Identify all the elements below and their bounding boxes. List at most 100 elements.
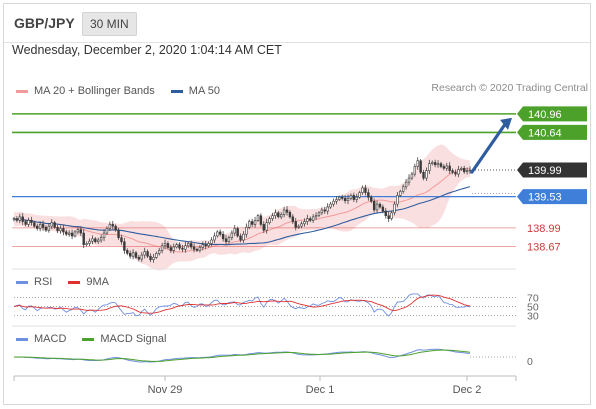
candle-bear bbox=[384, 210, 387, 217]
candle-bull bbox=[404, 181, 408, 188]
candle-bull bbox=[282, 209, 286, 215]
candle-bull bbox=[332, 200, 335, 205]
macd-signal-line bbox=[14, 349, 471, 362]
candle-bear bbox=[24, 221, 27, 225]
candle-bear bbox=[123, 241, 126, 251]
candle-bull bbox=[326, 206, 329, 212]
candle-bull bbox=[358, 192, 361, 198]
candle-bear bbox=[262, 224, 265, 231]
candle-bull bbox=[230, 232, 234, 239]
candle-bear bbox=[120, 237, 123, 243]
candle-bull bbox=[396, 195, 399, 205]
legend-label: RSI bbox=[34, 276, 53, 288]
candle-bull bbox=[407, 177, 411, 183]
candle-bear bbox=[323, 209, 326, 212]
candle-bear bbox=[419, 160, 422, 173]
candle-bear bbox=[15, 218, 19, 221]
candle-bull bbox=[268, 218, 271, 223]
candle-bull bbox=[465, 170, 469, 173]
candle-bull bbox=[300, 223, 303, 227]
forecast-arrow-head bbox=[500, 117, 512, 130]
candle-bull bbox=[431, 162, 434, 164]
candle-bear bbox=[117, 229, 120, 238]
candle-bull bbox=[361, 187, 364, 193]
candle-bull bbox=[297, 225, 300, 228]
candle-bull bbox=[335, 199, 338, 202]
candle-bear bbox=[219, 231, 222, 235]
copyright-text: Research © 2020 Trading Central bbox=[431, 82, 588, 94]
candle-bull bbox=[50, 222, 53, 227]
candle-bear bbox=[146, 251, 149, 257]
candle-bear bbox=[149, 255, 152, 260]
candle-bull bbox=[349, 195, 353, 199]
candle-bear bbox=[381, 206, 385, 212]
candle-bull bbox=[468, 169, 472, 172]
candle-bull bbox=[18, 216, 22, 221]
candle-bear bbox=[236, 228, 239, 237]
candle-bull bbox=[425, 170, 428, 179]
candle-bear bbox=[352, 195, 356, 200]
pivot-price-tag bbox=[517, 189, 587, 205]
candle-bull bbox=[233, 228, 236, 234]
price-legend: MA 20 + Bollinger Bands MA 50 bbox=[16, 85, 236, 97]
candle-bull bbox=[227, 237, 231, 243]
candle-bear bbox=[224, 238, 228, 243]
timeframe-button[interactable]: 30 MIN bbox=[82, 12, 137, 36]
support-level-label: 138.99 bbox=[527, 223, 561, 235]
candle-bear bbox=[343, 198, 347, 201]
candle-bull bbox=[152, 257, 155, 260]
candle-bear bbox=[21, 216, 24, 222]
rsi-9ma-line bbox=[13, 294, 471, 314]
candle-bear bbox=[111, 224, 114, 227]
legend-item-9ma: 9MA bbox=[68, 276, 109, 288]
candle-bull bbox=[67, 232, 71, 235]
candle-bull bbox=[47, 225, 51, 231]
legend-item-macd: MACD bbox=[16, 333, 66, 345]
candle-bull bbox=[88, 240, 91, 244]
candle-bull bbox=[245, 226, 248, 235]
candle-bear bbox=[192, 246, 196, 250]
candle-bull bbox=[401, 186, 405, 192]
legend-swatch bbox=[16, 89, 28, 93]
candle-bull bbox=[201, 244, 204, 248]
candle-bull bbox=[256, 215, 260, 221]
candle-bear bbox=[169, 247, 173, 251]
candle-bear bbox=[53, 222, 56, 228]
candle-bull bbox=[160, 245, 164, 251]
candle-bear bbox=[294, 221, 297, 228]
support-level-label: 138.67 bbox=[527, 241, 561, 253]
candle-bear bbox=[285, 209, 289, 213]
resistance-price-label: 140.64 bbox=[528, 127, 562, 139]
candle-bear bbox=[41, 224, 45, 228]
candle-bull bbox=[413, 166, 417, 175]
legend-item-ma50: MA 50 bbox=[170, 85, 220, 97]
candle-bull bbox=[311, 216, 315, 221]
chart-frame: GBP/JPY 30 MIN bbox=[3, 3, 591, 405]
candle-bull bbox=[265, 222, 268, 231]
candle-bear bbox=[370, 196, 373, 202]
candle-bear bbox=[364, 187, 367, 193]
candle-bear bbox=[181, 247, 184, 250]
candle-bull bbox=[271, 215, 274, 219]
candle-bear bbox=[56, 226, 59, 232]
candle-bear bbox=[82, 232, 85, 245]
candle-bear bbox=[204, 244, 207, 247]
rsi-legend: RSI 9MA bbox=[16, 276, 125, 288]
candle-bear bbox=[189, 243, 193, 248]
last-price-tag bbox=[517, 162, 587, 178]
candle-bull bbox=[158, 250, 161, 254]
candle-bear bbox=[65, 231, 68, 235]
rsi-tick-label: 30 bbox=[527, 311, 539, 323]
candle-bear bbox=[378, 203, 382, 208]
candle-bull bbox=[175, 244, 178, 248]
candle-bear bbox=[277, 212, 280, 218]
candle-bull bbox=[76, 229, 80, 233]
resistance-price-label: 140.96 bbox=[528, 109, 562, 121]
legend-swatch bbox=[68, 280, 81, 284]
candle-bull bbox=[274, 212, 277, 217]
candle-bear bbox=[128, 253, 132, 257]
candle-bull bbox=[436, 163, 440, 166]
candle-bull bbox=[85, 243, 88, 245]
candle-bull bbox=[213, 235, 216, 241]
